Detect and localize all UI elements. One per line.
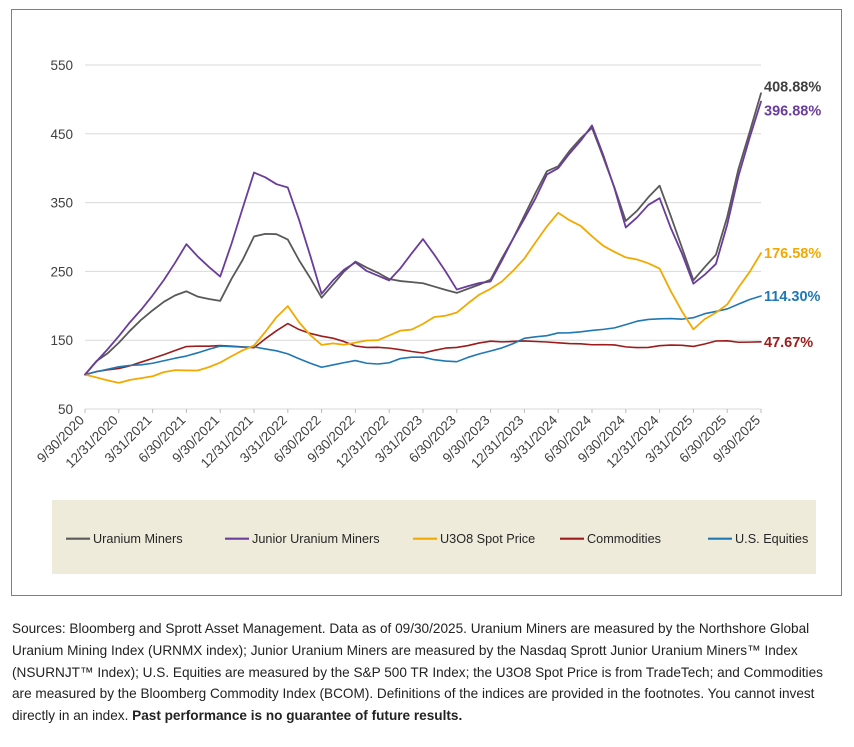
svg-text:450: 450: [50, 127, 73, 142]
svg-text:408.88%: 408.88%: [764, 79, 821, 95]
svg-text:150: 150: [50, 333, 73, 348]
svg-text:50: 50: [58, 402, 73, 417]
svg-text:U3O8 Spot Price: U3O8 Spot Price: [440, 532, 535, 546]
svg-text:47.67%: 47.67%: [764, 335, 813, 351]
svg-text:114.30%: 114.30%: [764, 289, 821, 305]
svg-text:Commodities: Commodities: [587, 532, 661, 546]
svg-text:176.58%: 176.58%: [764, 246, 821, 262]
svg-text:U.S. Equities: U.S. Equities: [735, 532, 808, 546]
svg-text:250: 250: [50, 264, 73, 279]
svg-text:550: 550: [50, 58, 73, 73]
svg-text:396.88%: 396.88%: [764, 104, 821, 120]
svg-text:350: 350: [50, 196, 73, 211]
svg-text:Uranium Miners: Uranium Miners: [93, 532, 183, 546]
svg-text:Junior Uranium Miners: Junior Uranium Miners: [252, 532, 380, 546]
